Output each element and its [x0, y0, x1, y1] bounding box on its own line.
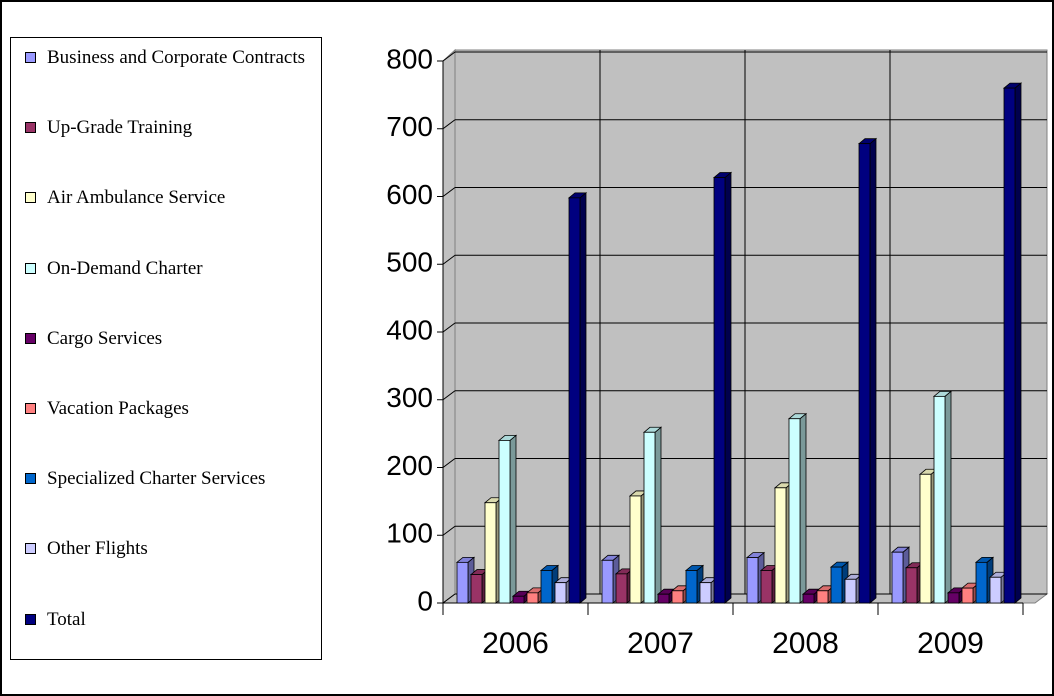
legend-swatch	[25, 332, 36, 344]
grid-line-side	[442, 525, 456, 536]
bar	[891, 551, 904, 604]
bar	[643, 431, 656, 604]
grid-line-side	[442, 322, 456, 333]
bar	[858, 143, 871, 604]
bar	[933, 395, 946, 604]
grid-line-side	[442, 254, 456, 265]
bar	[540, 570, 553, 604]
legend-label: Vacation Packages	[47, 398, 189, 419]
bar	[830, 566, 843, 604]
y-tick-label: 300	[386, 382, 433, 413]
legend-swatch	[25, 403, 36, 414]
bar-side	[579, 192, 587, 604]
bar-side	[799, 412, 807, 604]
bar	[554, 582, 567, 604]
bar-side	[1014, 82, 1022, 604]
bar	[788, 418, 801, 604]
bar	[568, 197, 581, 604]
bar	[685, 570, 698, 604]
bar	[671, 590, 684, 604]
bar	[498, 439, 511, 604]
legend-swatch	[25, 192, 36, 204]
bar	[961, 587, 974, 604]
back-wall	[454, 49, 1048, 595]
bar	[816, 590, 829, 604]
bar-side	[654, 426, 662, 604]
bar	[526, 592, 539, 604]
legend-swatch	[25, 543, 36, 555]
y-tick-label: 100	[386, 518, 433, 549]
legend-swatch	[25, 473, 36, 485]
bar	[456, 561, 469, 604]
bar	[919, 473, 932, 604]
x-tick-label: 2009	[917, 627, 984, 660]
legend-label: Up-Grade Training	[47, 117, 193, 139]
bar-side	[944, 390, 952, 604]
bar	[802, 593, 815, 604]
grid-line-side	[442, 51, 456, 62]
legend-label: Cargo Services	[47, 327, 163, 349]
y-tick-label: 500	[386, 247, 433, 278]
y-tick-label: 0	[417, 585, 433, 616]
legend-label: Total	[47, 608, 86, 630]
bar	[844, 578, 857, 604]
bar-side	[509, 434, 517, 604]
bar	[947, 592, 960, 604]
legend-label: Air Ambulance Service	[47, 187, 226, 209]
y-tick-label: 200	[386, 450, 433, 481]
bar-side	[724, 171, 732, 604]
x-tick-label: 2008	[772, 627, 839, 660]
y-tick-label: 600	[386, 179, 433, 210]
legend-swatch	[25, 122, 36, 134]
bar	[975, 561, 988, 604]
grid-line-side	[442, 119, 456, 130]
bar-side	[869, 137, 877, 604]
legend-label: On-Demand Charter	[47, 257, 203, 279]
bar	[760, 570, 773, 604]
side-wall	[442, 48, 456, 604]
bar	[615, 573, 628, 604]
bar	[774, 487, 787, 604]
bar	[1003, 87, 1016, 604]
grid-line-side	[442, 390, 456, 401]
legend-label: Business and Corporate Contracts	[47, 47, 306, 68]
bar	[989, 576, 1002, 604]
y-tick-label: 400	[386, 314, 433, 345]
legend-label: Other Flights	[47, 538, 148, 560]
grid-line-side	[442, 187, 456, 197]
legend-swatch	[25, 52, 36, 63]
bar	[484, 502, 497, 604]
bar	[601, 559, 614, 604]
bar	[470, 574, 483, 604]
legend: Business and Corporate Contracts Up-Grade…	[10, 37, 322, 660]
bar	[629, 495, 642, 604]
legend-swatch	[25, 262, 36, 274]
bar	[657, 593, 670, 604]
bar	[713, 177, 726, 604]
y-tick-label: 700	[386, 111, 433, 142]
x-tick-label: 2006	[482, 627, 549, 660]
grid-line-side	[442, 593, 456, 604]
bar	[699, 582, 712, 604]
bar	[905, 567, 918, 604]
bar	[746, 557, 759, 604]
bar	[512, 595, 525, 604]
x-tick-label: 2007	[627, 627, 694, 660]
grid-line-side	[442, 458, 456, 468]
y-tick-label: 800	[386, 43, 433, 74]
legend-label: Specialized Charter Services	[47, 468, 266, 490]
legend-swatch	[25, 613, 36, 625]
